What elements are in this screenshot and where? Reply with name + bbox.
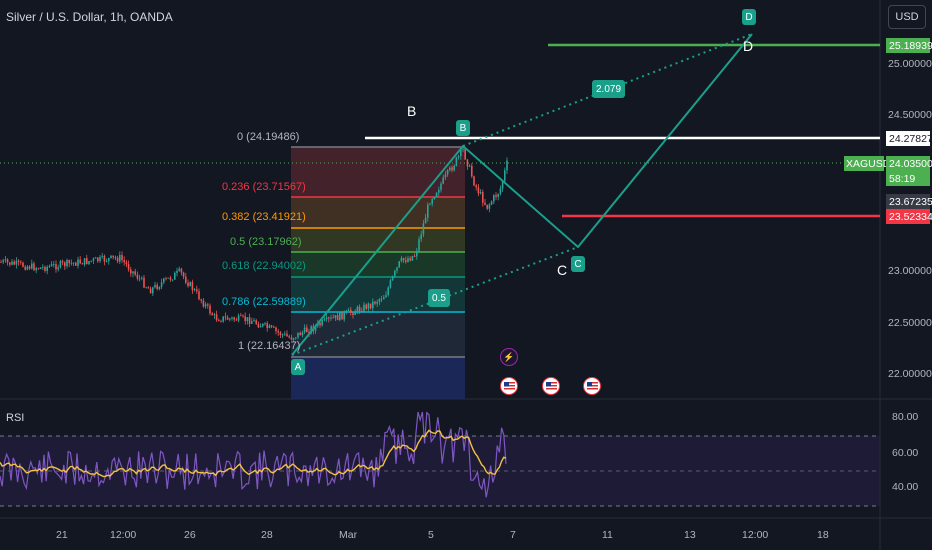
fib-level-label: 0.618 (22.94002): [222, 260, 306, 272]
countdown-tag: 58:19: [886, 171, 930, 186]
time-axis-label: 28: [261, 529, 273, 541]
chart-title: Silver / U.S. Dollar, 1h, OANDA: [6, 10, 173, 24]
time-axis-label: 26: [184, 529, 196, 541]
pattern-point-d[interactable]: D: [742, 9, 756, 25]
fib-level-label: 1 (22.16437): [238, 340, 301, 352]
symbol-tag: XAGUSD: [844, 156, 891, 171]
pattern-point-b[interactable]: B: [456, 120, 470, 136]
price-candles: [0, 147, 508, 342]
currency-button[interactable]: USD: [888, 5, 926, 29]
price-axis-label: 22.00000: [888, 368, 932, 380]
rsi-axis-label: 40.00: [892, 481, 919, 493]
c-level-tag: 23.52334: [886, 209, 932, 224]
wave-label-b: B: [407, 103, 417, 119]
time-axis-label: 11: [602, 529, 613, 541]
time-axis-label: 12:00: [742, 529, 769, 541]
ratio-badge-lower[interactable]: 0.5: [428, 289, 450, 307]
price-axis-label: 23.00000: [888, 265, 932, 277]
time-axis-label: 12:00: [110, 529, 137, 541]
us-flag-icon[interactable]: [542, 377, 560, 395]
time-axis-label: 18: [817, 529, 829, 541]
us-flag-icon[interactable]: [583, 377, 601, 395]
current-price-tag: 24.03500: [886, 156, 932, 171]
rsi-pane: [0, 411, 880, 507]
abcd-pattern[interactable]: [291, 33, 753, 356]
gray-price-tag: 23.67235: [886, 194, 932, 209]
us-flag-icon[interactable]: [500, 377, 518, 395]
price-axis-label: 22.50000: [888, 317, 932, 329]
lightning-icon[interactable]: ⚡: [500, 348, 518, 366]
time-axis-label: 13: [684, 529, 696, 541]
time-axis-label: 7: [510, 529, 516, 541]
fib-level-label: 0.5 (23.17962): [230, 236, 302, 248]
rsi-label[interactable]: RSI: [6, 412, 25, 424]
fib-level-label: 0.382 (23.41921): [222, 211, 306, 223]
wave-label-c: C: [557, 262, 568, 278]
time-axis-label: 5: [428, 529, 434, 541]
wave-label-d: D: [743, 38, 754, 54]
ratio-badge-upper[interactable]: 2.079: [592, 80, 626, 98]
d-level-tag: 25.18939: [886, 38, 932, 53]
b-level-tag: 24.27827: [886, 131, 932, 146]
pattern-point-c[interactable]: C: [571, 256, 585, 272]
fib-level-label: 0.786 (22.59889): [222, 296, 306, 308]
fib-level-label: 0 (24.19486): [237, 131, 300, 143]
price-axis-label: 24.50000: [888, 109, 932, 121]
fibonacci-retracement[interactable]: [291, 146, 465, 399]
rsi-axis-label: 80.00: [892, 411, 919, 423]
time-axis-label: 21: [56, 529, 68, 541]
price-axis-label: 25.00000: [888, 58, 932, 70]
rsi-axis-label: 60.00: [892, 447, 919, 459]
time-axis-label: Mar: [339, 529, 358, 541]
fib-level-label: 0.236 (23.71567): [222, 181, 306, 193]
pattern-point-a[interactable]: A: [291, 359, 305, 375]
